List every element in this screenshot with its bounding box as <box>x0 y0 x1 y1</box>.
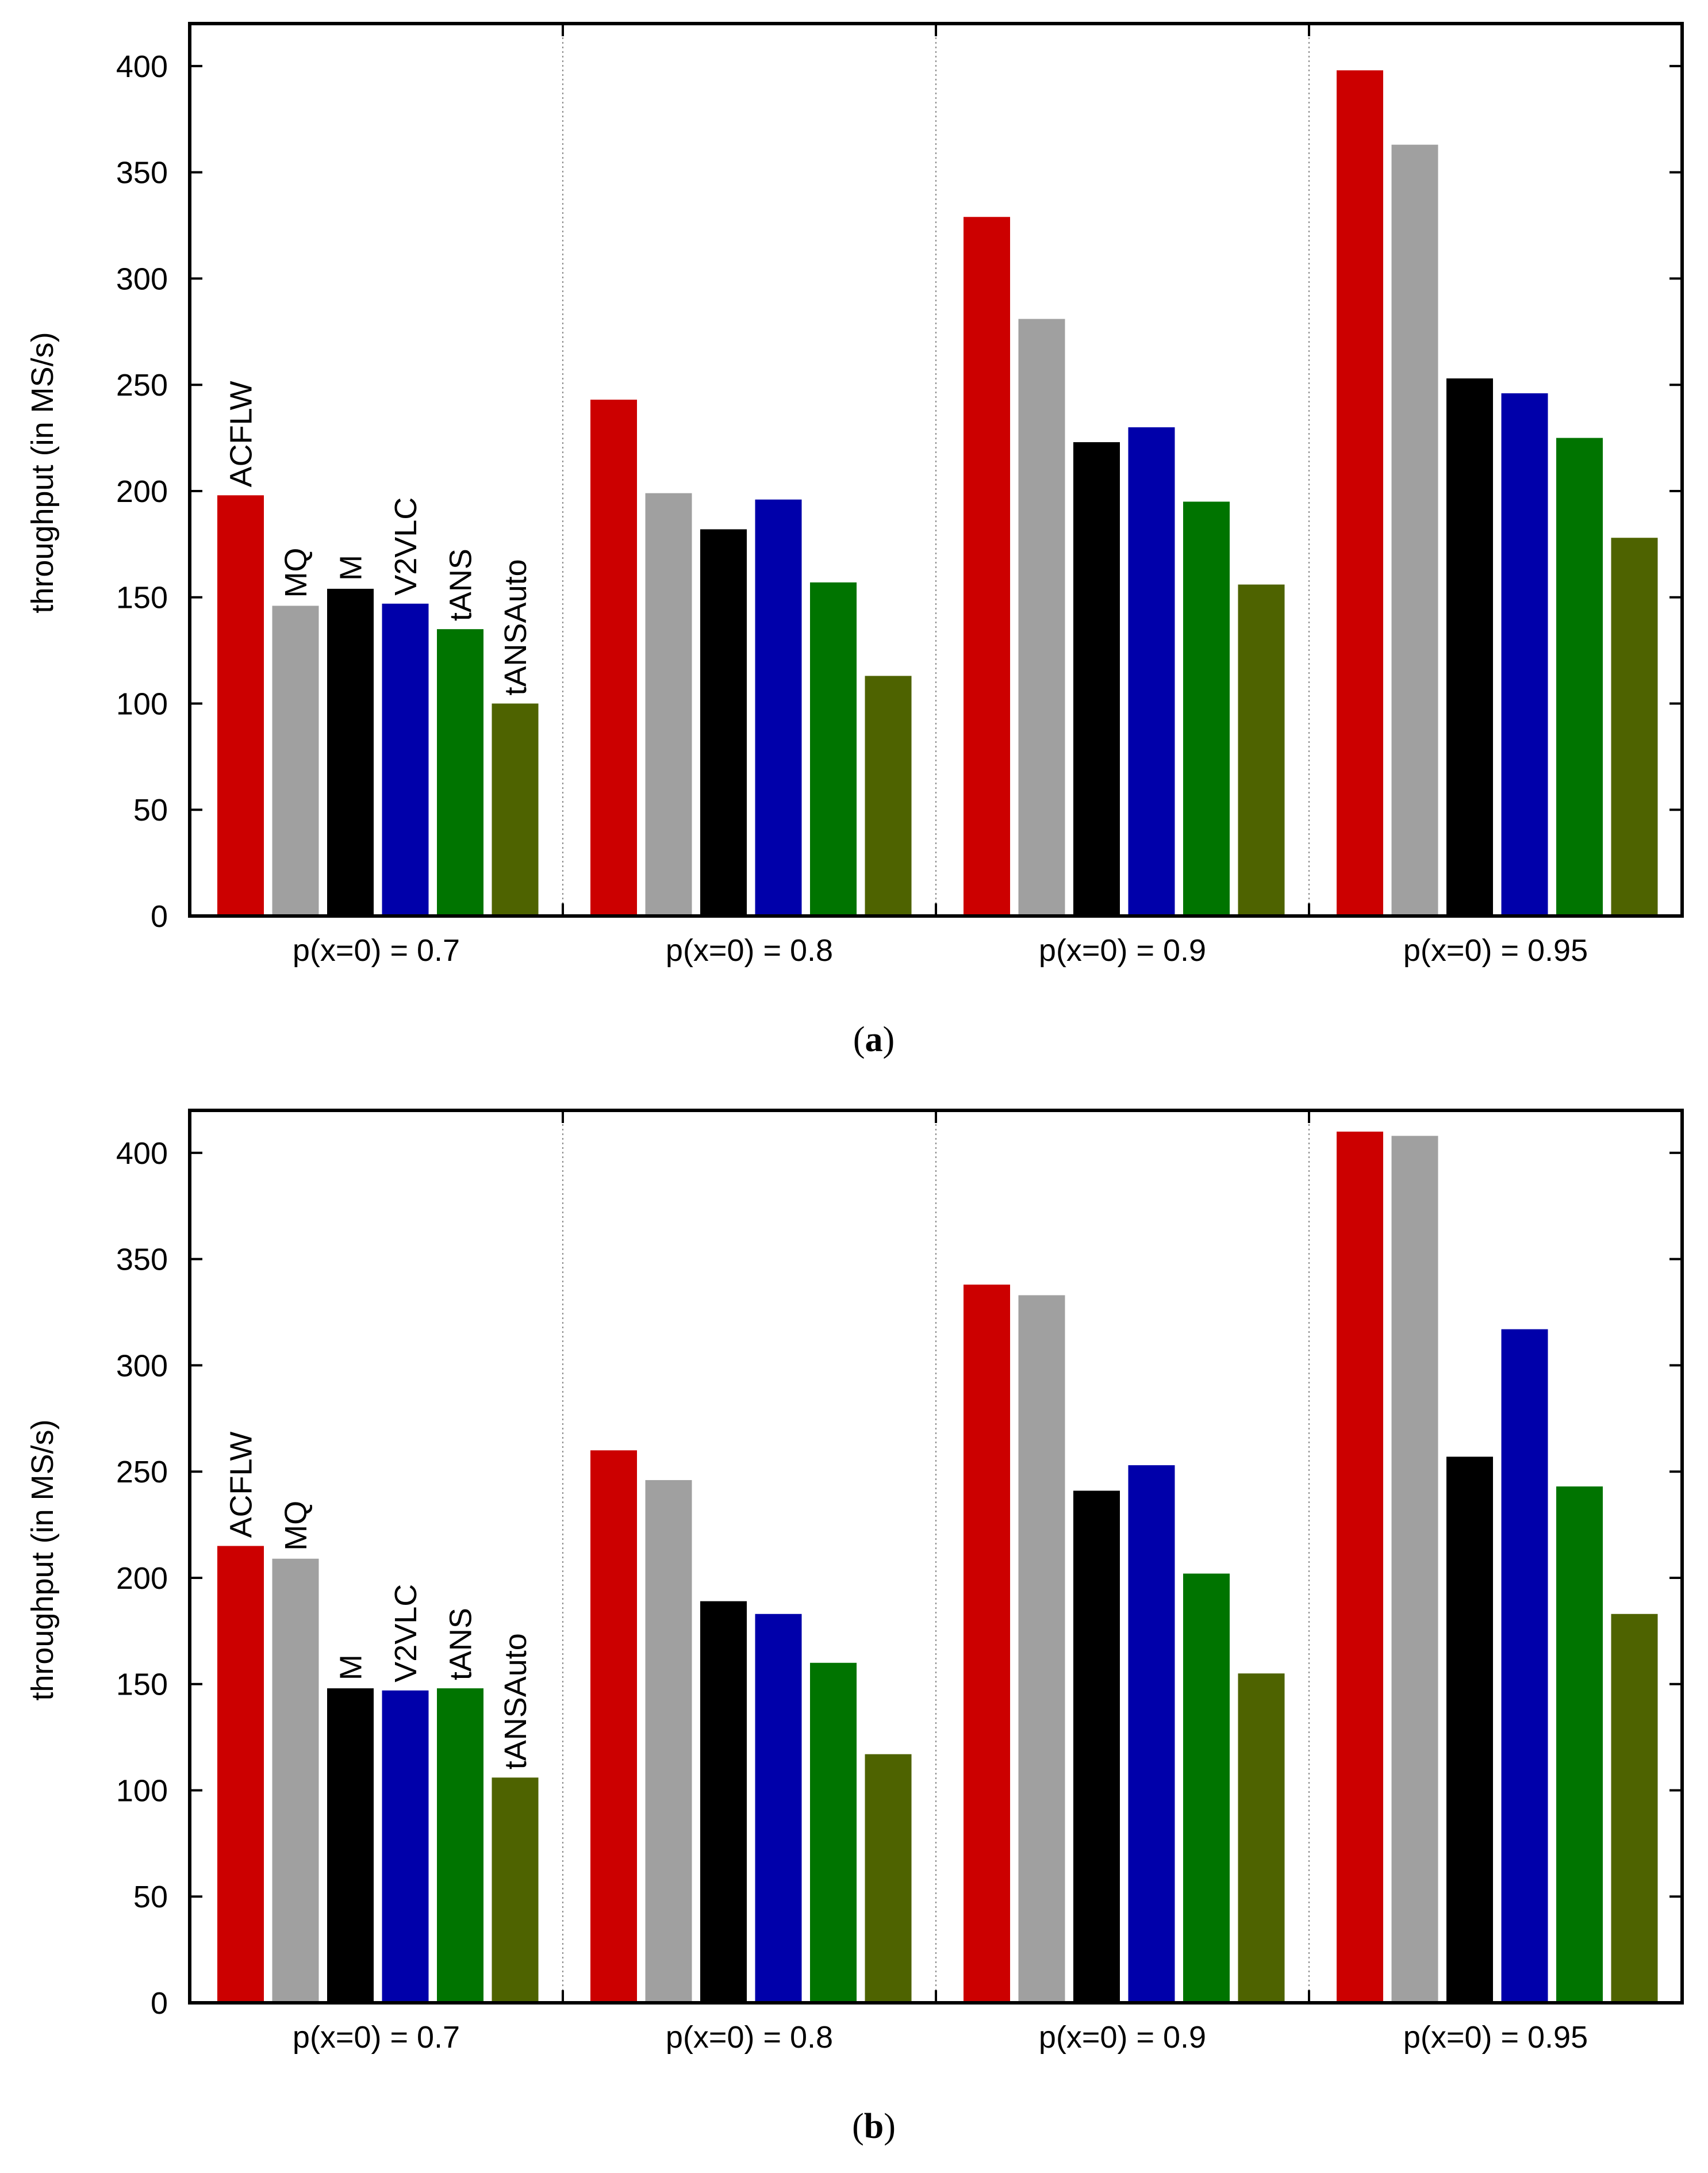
y-tick-label: 0 <box>151 899 168 934</box>
y-tick-label: 150 <box>116 1668 168 1702</box>
bar-mq-2 <box>645 1480 692 2003</box>
y-tick-label: 350 <box>116 1243 168 1277</box>
bar-tansauto-3 <box>1238 584 1285 916</box>
panel-caption-letter-b: b <box>864 2107 884 2146</box>
y-tick-label: 100 <box>116 687 168 721</box>
series-label-mq: MQ <box>279 547 313 597</box>
y-tick-label: 250 <box>116 368 168 403</box>
y-tick-label: 100 <box>116 1773 168 1808</box>
y-tick-label: 200 <box>116 474 168 509</box>
bar-tans-2 <box>810 582 857 916</box>
y-tick-label: 350 <box>116 156 168 190</box>
y-tick-label: 0 <box>151 1986 168 2021</box>
y-tick-label: 300 <box>116 262 168 296</box>
panel-caption-a: (a) <box>853 1020 895 1059</box>
category-label: p(x=0) = 0.9 <box>1039 933 1206 968</box>
series-label-mq: MQ <box>279 1501 313 1551</box>
bar-acflw-1 <box>217 495 264 916</box>
bar-tans-4 <box>1556 1486 1603 2003</box>
bar-v2vlc-4 <box>1501 393 1548 916</box>
bar-acflw-4 <box>1337 70 1383 916</box>
series-label-m: M <box>334 555 369 581</box>
y-tick-label: 300 <box>116 1348 168 1383</box>
bar-m-4 <box>1446 378 1493 916</box>
series-label-tans: tANS <box>444 1608 478 1680</box>
y-axis-title-a: throughput (in MS/s) <box>25 332 60 613</box>
plot-frame <box>188 22 1684 918</box>
bar-acflw-3 <box>964 217 1010 917</box>
bar-tansauto-2 <box>865 1754 912 2003</box>
series-label-v2vlc: V2VLC <box>389 1584 423 1683</box>
bar-mq-1 <box>272 605 319 916</box>
bar-m-4 <box>1446 1457 1493 2003</box>
y-tick-label: 150 <box>116 581 168 615</box>
bar-tansauto-3 <box>1238 1673 1285 2003</box>
bar-tans-4 <box>1556 438 1603 916</box>
bar-mq-1 <box>272 1558 319 2003</box>
y-tick-label: 250 <box>116 1455 168 1489</box>
series-label-tansauto: tANSAuto <box>498 1633 533 1769</box>
bar-v2vlc-2 <box>755 499 802 916</box>
bar-acflw-2 <box>590 400 637 916</box>
bar-v2vlc-1 <box>382 1690 429 2003</box>
series-label-acflw: ACFLW <box>224 1431 259 1538</box>
bar-v2vlc-3 <box>1128 1465 1175 2003</box>
bar-acflw-1 <box>217 1546 264 2003</box>
bar-v2vlc-1 <box>382 603 429 916</box>
bar-mq-3 <box>1018 1295 1065 2003</box>
bar-tansauto-1 <box>492 1777 539 2003</box>
y-tick-label: 50 <box>133 793 168 827</box>
bar-tansauto-1 <box>492 703 539 916</box>
bar-m-3 <box>1073 1490 1120 2003</box>
bar-tansauto-2 <box>865 676 912 916</box>
y-tick-label: 400 <box>116 49 168 84</box>
bar-v2vlc-2 <box>755 1614 802 2003</box>
y-tick-label: 400 <box>116 1136 168 1171</box>
bar-v2vlc-4 <box>1501 1329 1548 2003</box>
bar-mq-4 <box>1391 144 1438 917</box>
category-label: p(x=0) = 0.95 <box>1403 933 1588 968</box>
panel-caption-b: (b) <box>852 2107 896 2146</box>
category-label: p(x=0) = 0.95 <box>1403 2020 1588 2055</box>
bar-mq-3 <box>1018 319 1065 916</box>
bar-tansauto-4 <box>1611 1614 1658 2003</box>
bar-m-2 <box>700 529 747 916</box>
y-tick-label: 200 <box>116 1561 168 1596</box>
bar-mq-4 <box>1391 1136 1438 2003</box>
bar-acflw-2 <box>590 1450 637 2003</box>
category-label: p(x=0) = 0.8 <box>666 2020 833 2055</box>
bar-mq-2 <box>645 493 692 916</box>
bar-acflw-3 <box>964 1285 1010 2003</box>
panel-caption-letter-a: a <box>865 1020 883 1059</box>
bar-tans-3 <box>1183 501 1230 916</box>
bar-tansauto-4 <box>1611 538 1658 916</box>
category-label: p(x=0) = 0.8 <box>666 933 833 968</box>
bar-tans-2 <box>810 1662 857 2003</box>
category-label: p(x=0) = 0.7 <box>293 2020 460 2055</box>
bar-v2vlc-3 <box>1128 427 1175 916</box>
series-label-v2vlc: V2VLC <box>389 497 423 596</box>
y-tick-label: 50 <box>133 1880 168 1914</box>
bar-tans-1 <box>437 629 483 916</box>
bar-m-2 <box>700 1601 747 2003</box>
category-label: p(x=0) = 0.7 <box>293 933 460 968</box>
y-axis-title-b: throughput (in MS/s) <box>25 1419 60 1700</box>
category-label: p(x=0) = 0.9 <box>1039 2020 1206 2055</box>
bar-acflw-4 <box>1337 1131 1383 2003</box>
series-label-acflw: ACFLW <box>224 381 259 487</box>
series-label-tans: tANS <box>444 549 478 621</box>
bar-m-1 <box>327 1688 374 2003</box>
series-label-tansauto: tANSAuto <box>498 559 533 695</box>
bar-tans-3 <box>1183 1573 1230 2003</box>
bar-m-1 <box>327 588 374 916</box>
bar-chart-a: throughput (in MS/s) (a) ACFLW MQ M V2VLC tA… <box>25 22 1684 1059</box>
plot-frame <box>188 1109 1684 2005</box>
bar-m-3 <box>1073 442 1120 916</box>
series-label-m: M <box>334 1654 369 1680</box>
bar-tans-1 <box>437 1688 483 2003</box>
bar-chart-b: throughput (in MS/s) (b) ACFLW MQ M V2VLC tA… <box>25 1109 1684 2146</box>
